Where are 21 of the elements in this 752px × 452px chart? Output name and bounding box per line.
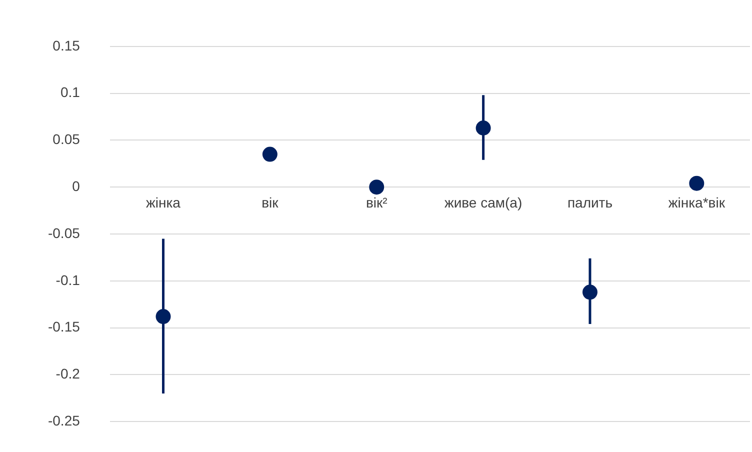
y-tick-label: -0.2 — [56, 366, 80, 382]
y-tick-label: 0.1 — [60, 84, 80, 100]
point — [582, 284, 598, 300]
y-tick-label: 0.15 — [52, 37, 80, 54]
y-tick-label: 0.05 — [52, 131, 80, 148]
point — [156, 309, 171, 324]
x-tick-label: жінка*вік — [668, 194, 726, 210]
y-tick-label: 0 — [72, 178, 80, 194]
x-tick-label: палить — [567, 194, 613, 210]
x-tick-label: живе сам(а) — [444, 194, 522, 210]
point — [689, 176, 704, 191]
y-tick-label: -0.15 — [48, 318, 80, 335]
y-tick-label: -0.25 — [48, 412, 80, 428]
point — [476, 120, 491, 136]
y-tick-label: -0.05 — [48, 224, 80, 241]
x-tick-label: вік — [262, 194, 280, 210]
point — [369, 180, 384, 195]
x-tick-label: жінка — [146, 194, 181, 210]
y-tick-label: -0.1 — [56, 272, 80, 288]
x-tick-label: вік² — [366, 194, 388, 210]
point — [262, 146, 278, 162]
